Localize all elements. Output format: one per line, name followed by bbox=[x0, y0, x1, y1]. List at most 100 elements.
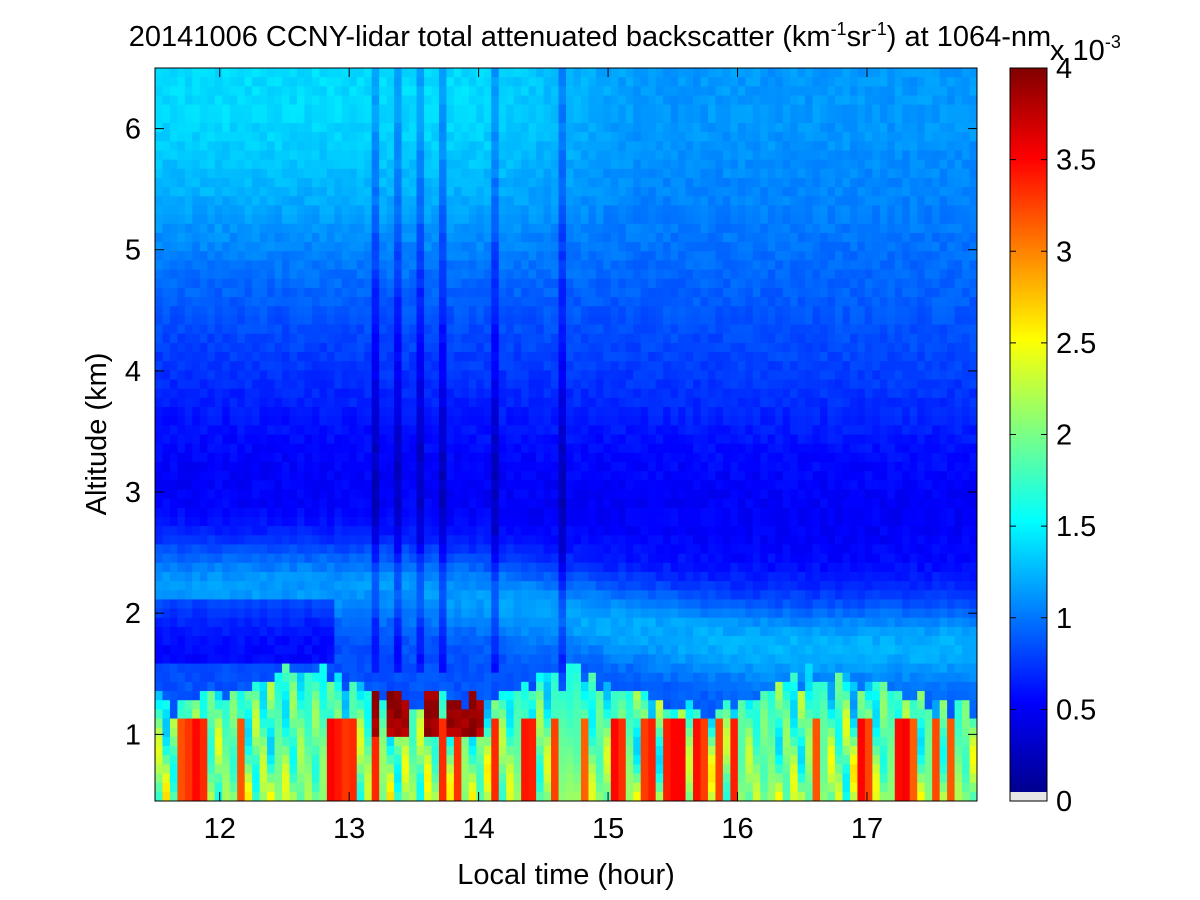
heatmap-cell bbox=[252, 526, 261, 536]
heatmap-cell bbox=[222, 141, 231, 152]
heatmap-cell bbox=[498, 663, 507, 674]
heatmap-cell bbox=[566, 471, 575, 481]
heatmap-cell bbox=[506, 104, 515, 115]
heatmap-cell bbox=[207, 306, 216, 316]
heatmap-cell bbox=[252, 132, 261, 142]
heatmap-cell bbox=[267, 324, 276, 335]
heatmap-cell bbox=[319, 544, 328, 555]
heatmap-cell bbox=[603, 269, 612, 280]
heatmap-cell bbox=[438, 709, 448, 720]
heatmap-cell bbox=[438, 581, 448, 591]
chart-title: 20141006 CCNY-lidar total attenuated bac… bbox=[129, 19, 1051, 53]
heatmap-cell bbox=[453, 214, 462, 225]
heatmap-cell bbox=[356, 709, 365, 720]
heatmap-cell bbox=[416, 95, 425, 106]
heatmap-cell bbox=[282, 342, 291, 353]
heatmap-cell bbox=[349, 562, 358, 573]
heatmap-cell bbox=[319, 333, 328, 344]
heatmap-cell bbox=[409, 691, 418, 701]
heatmap-cell bbox=[192, 764, 201, 775]
heatmap-cell bbox=[259, 333, 268, 344]
heatmap-cell bbox=[603, 553, 612, 564]
heatmap-cell bbox=[438, 205, 448, 216]
heatmap-cell bbox=[282, 122, 291, 133]
heatmap-cell bbox=[244, 95, 253, 106]
heatmap-cell bbox=[498, 260, 507, 271]
heatmap-cell bbox=[214, 333, 223, 344]
heatmap-cell bbox=[394, 791, 403, 801]
heatmap-cell bbox=[199, 104, 208, 115]
heatmap-cell bbox=[214, 352, 223, 362]
heatmap-cell bbox=[386, 516, 395, 527]
heatmap-cell bbox=[461, 480, 470, 491]
heatmap-cell bbox=[192, 608, 201, 619]
heatmap-cell bbox=[282, 691, 291, 701]
heatmap-cell bbox=[267, 333, 276, 344]
heatmap-cell bbox=[431, 232, 440, 243]
heatmap-cell bbox=[521, 297, 530, 307]
heatmap-cell bbox=[536, 324, 545, 335]
heatmap-cell bbox=[334, 251, 343, 262]
heatmap-cell bbox=[282, 471, 291, 481]
heatmap-cell bbox=[536, 590, 545, 601]
heatmap-cell bbox=[543, 590, 552, 601]
heatmap-cell bbox=[379, 251, 388, 262]
heatmap-cell bbox=[319, 269, 328, 280]
heatmap-cell bbox=[513, 700, 522, 710]
heatmap-cell bbox=[438, 342, 448, 353]
heatmap-cell bbox=[289, 755, 298, 765]
heatmap-cell bbox=[282, 544, 291, 555]
heatmap-cell bbox=[184, 122, 193, 133]
heatmap-cell bbox=[289, 416, 298, 426]
heatmap-cell bbox=[304, 691, 313, 701]
heatmap-cell bbox=[513, 434, 522, 445]
heatmap-cell bbox=[259, 617, 268, 628]
heatmap-cell bbox=[207, 782, 216, 793]
heatmap-cell bbox=[521, 251, 530, 262]
heatmap-cell bbox=[543, 681, 552, 692]
heatmap-cell bbox=[453, 379, 462, 390]
heatmap-cell bbox=[468, 196, 477, 207]
heatmap-cell bbox=[177, 113, 186, 124]
heatmap-cell bbox=[610, 370, 619, 381]
heatmap-cell bbox=[207, 700, 216, 710]
heatmap-cell bbox=[334, 516, 343, 527]
heatmap-cell bbox=[566, 150, 575, 161]
heatmap-cell bbox=[453, 150, 462, 161]
heatmap-cell bbox=[192, 727, 201, 738]
heatmap-cell bbox=[162, 379, 171, 390]
heatmap-cell bbox=[267, 535, 276, 546]
heatmap-cell bbox=[603, 141, 612, 152]
heatmap-cell bbox=[543, 269, 552, 280]
heatmap-cell bbox=[446, 599, 455, 610]
heatmap-cell bbox=[424, 333, 433, 344]
heatmap-cell bbox=[334, 260, 343, 271]
heatmap-cell bbox=[386, 626, 395, 637]
heatmap-cell bbox=[491, 95, 500, 106]
heatmap-cell bbox=[364, 672, 373, 683]
heatmap-cell bbox=[296, 791, 306, 801]
heatmap-cell bbox=[341, 205, 350, 216]
heatmap-cell bbox=[543, 306, 552, 316]
heatmap-cell bbox=[528, 104, 537, 115]
heatmap-cell bbox=[498, 626, 507, 637]
heatmap-cell bbox=[543, 425, 552, 436]
heatmap-cell bbox=[409, 791, 418, 801]
heatmap-cell bbox=[453, 636, 462, 646]
heatmap-cell bbox=[282, 104, 291, 115]
heatmap-cell bbox=[409, 709, 418, 720]
heatmap-cell bbox=[468, 681, 477, 692]
heatmap-cell bbox=[424, 718, 433, 729]
heatmap-cell bbox=[244, 370, 253, 381]
heatmap-cell bbox=[274, 425, 283, 436]
heatmap-cell bbox=[386, 306, 395, 316]
heatmap-cell bbox=[364, 370, 373, 381]
heatmap-cell bbox=[401, 104, 410, 115]
heatmap-cell bbox=[416, 223, 425, 234]
heatmap-cell bbox=[543, 251, 552, 262]
heatmap-cell bbox=[424, 544, 433, 555]
heatmap-cell bbox=[543, 397, 552, 408]
heatmap-cell bbox=[595, 709, 604, 720]
heatmap-cell bbox=[551, 77, 560, 87]
heatmap-cell bbox=[155, 132, 164, 142]
